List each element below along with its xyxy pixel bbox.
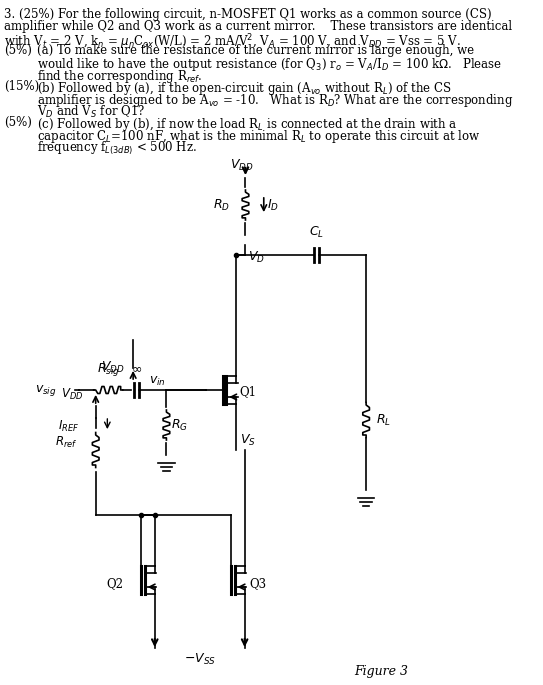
Text: $\infty$: $\infty$ [131, 362, 142, 375]
Text: amplifier while Q2 and Q3 work as a current mirror.    These transistors are ide: amplifier while Q2 and Q3 work as a curr… [4, 20, 512, 33]
Text: 3. (25%) For the following circuit, n-MOSFET Q1 works as a common source (CS): 3. (25%) For the following circuit, n-MO… [4, 8, 492, 21]
Text: $R_G$: $R_G$ [171, 417, 188, 432]
Text: Q3: Q3 [250, 577, 267, 590]
Text: $v_{in}$: $v_{in}$ [149, 375, 165, 388]
Text: $V_{DD}$: $V_{DD}$ [100, 360, 124, 375]
Text: Figure 3: Figure 3 [353, 665, 408, 678]
Text: (5%): (5%) [4, 44, 32, 57]
Text: find the corresponding R$_{ref}$.: find the corresponding R$_{ref}$. [37, 68, 203, 85]
Text: (5%): (5%) [4, 116, 32, 129]
Text: $-V_{SS}$: $-V_{SS}$ [184, 652, 216, 667]
Text: amplifier is designed to be A$_{vo}$ = -10.   What is R$_D$? What are the corres: amplifier is designed to be A$_{vo}$ = -… [37, 92, 514, 109]
Text: $I_D$: $I_D$ [267, 197, 279, 212]
Text: $v_{sig}$: $v_{sig}$ [35, 382, 56, 397]
Text: $R_{sig}$: $R_{sig}$ [97, 361, 119, 378]
Text: Q1: Q1 [239, 386, 257, 399]
Text: $V_S$: $V_S$ [241, 432, 256, 447]
Text: $R_L$: $R_L$ [376, 412, 391, 427]
Text: $C_L$: $C_L$ [308, 225, 324, 240]
Text: with V$_t$ = 2 V, k$_n$ = $\mu_n$C$_{ox}$(W/L) = 2 mA/V$^2$, V$_A$ = 100 V, and : with V$_t$ = 2 V, k$_n$ = $\mu_n$C$_{ox}… [4, 32, 461, 51]
Text: frequency f$_{L(3dB)}$ < 500 Hz.: frequency f$_{L(3dB)}$ < 500 Hz. [37, 140, 198, 157]
Text: capacitor C$_L$=100 nF, what is the minimal R$_L$ to operate this circuit at low: capacitor C$_L$=100 nF, what is the mini… [37, 128, 481, 145]
Text: V$_D$ and V$_S$ for Q1?: V$_D$ and V$_S$ for Q1? [37, 104, 146, 120]
Text: (a) To make sure the resistance of the current mirror is large enough, we: (a) To make sure the resistance of the c… [37, 44, 475, 57]
Text: $R_{ref}$: $R_{ref}$ [55, 435, 78, 450]
Text: $V_D$: $V_D$ [248, 250, 265, 265]
Text: Q2: Q2 [106, 577, 123, 590]
Text: (15%): (15%) [4, 80, 40, 93]
Text: $I_{REF}$: $I_{REF}$ [58, 419, 79, 434]
Text: (c) Followed by (b), if now the load R$_L$ is connected at the drain with a: (c) Followed by (b), if now the load R$_… [37, 116, 458, 133]
Text: $V_{DD}$: $V_{DD}$ [230, 158, 253, 173]
Text: $V_{DD}$: $V_{DD}$ [61, 387, 84, 402]
Text: (b) Followed by (a), if the open-circuit gain (A$_{vo}$ without R$_L$) of the CS: (b) Followed by (a), if the open-circuit… [37, 80, 452, 97]
Text: would like to have the output resistance (for Q$_3$) r$_o$ = V$_A$/I$_D$ = 100 k: would like to have the output resistance… [37, 56, 503, 73]
Text: $R_D$: $R_D$ [213, 197, 230, 212]
